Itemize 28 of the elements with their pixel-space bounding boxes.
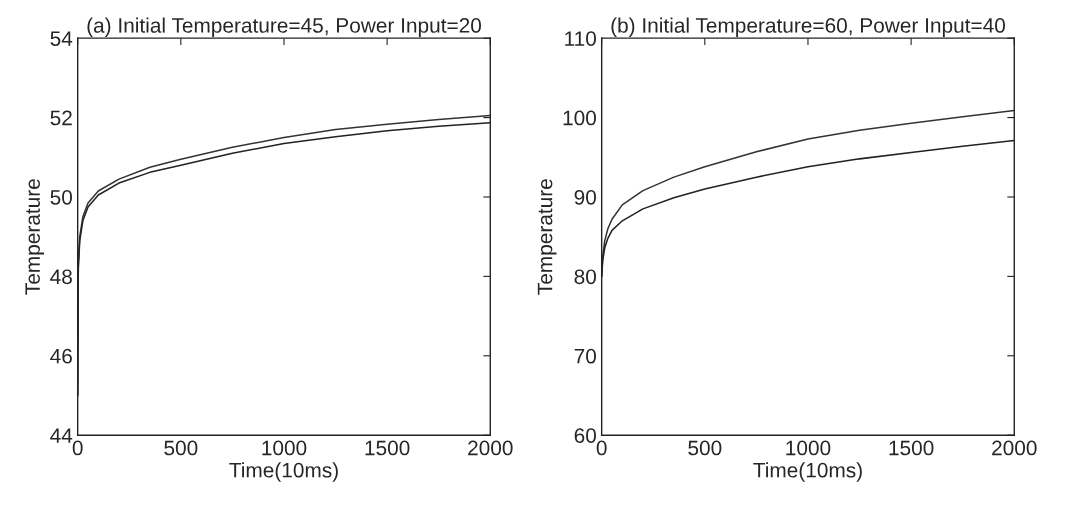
y-tick-label: 44 — [50, 428, 73, 443]
x-tick-label: 1000 — [262, 440, 307, 456]
y-tick-label: 80 — [574, 269, 596, 285]
x-axis-title: Time(10ms) — [753, 462, 862, 482]
x-tick-label: 2000 — [992, 440, 1037, 456]
x-tick-label: 0 — [72, 440, 83, 456]
y-tick-label: 110 — [565, 31, 596, 46]
chart-title: (a) Initial Temperature=45, Power Input=20 — [87, 17, 482, 37]
y-tick-label: 60 — [574, 428, 596, 443]
y-tick-label: 54 — [50, 31, 73, 46]
y-tick-label: 70 — [574, 348, 596, 364]
y-tick-label: 48 — [50, 269, 72, 285]
x-tick-label: 0 — [596, 440, 607, 456]
y-axis-title: Temperature — [25, 179, 45, 295]
y-axis-title: Temperature — [537, 179, 557, 295]
x-tick-label: 500 — [164, 440, 198, 456]
y-tick-label: 90 — [574, 189, 596, 205]
x-tick-label: 2000 — [468, 440, 513, 456]
chart-title: (b) Initial Temperature=60, Power Input=40 — [611, 17, 1006, 37]
x-tick-label: 1000 — [786, 440, 831, 456]
x-tick-label: 1500 — [365, 440, 410, 456]
y-tick-label: 52 — [50, 110, 72, 126]
x-tick-label: 1500 — [889, 440, 934, 456]
y-tick-label: 50 — [50, 189, 73, 205]
x-axis-title: Time(10ms) — [229, 462, 338, 482]
x-tick-label: 500 — [688, 440, 722, 456]
y-tick-label: 100 — [563, 110, 596, 126]
y-tick-label: 46 — [50, 348, 72, 364]
